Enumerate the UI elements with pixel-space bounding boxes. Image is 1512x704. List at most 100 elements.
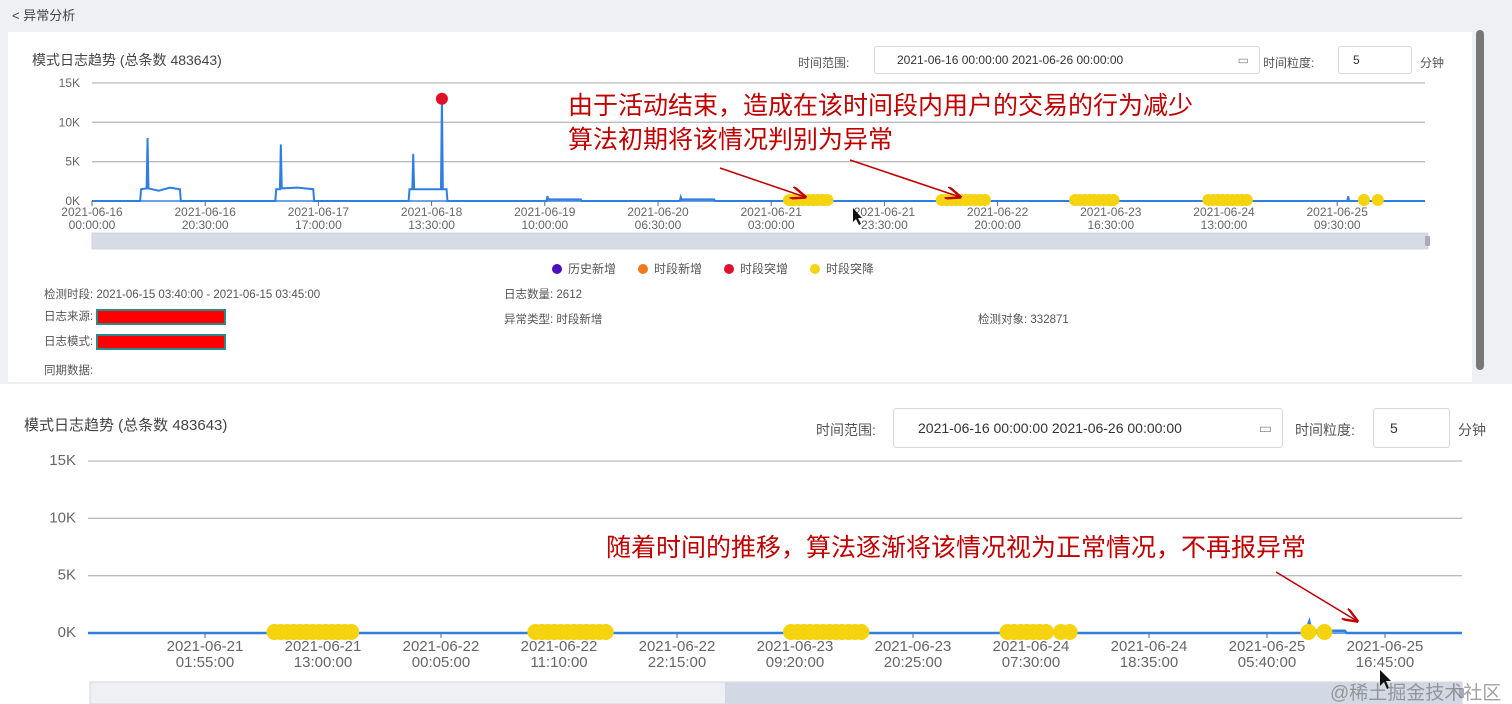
zoom-handle-icon [1459, 688, 1464, 698]
x-tick-label: 20:00:00 [974, 218, 1021, 232]
legend-label: 时段突降 [826, 262, 875, 276]
annotation-line-1: 由于活动结束，造成在该时间段内用户的交易的行为减少 [568, 92, 1194, 120]
bottom-trend-panel: 模式日志趋势 (总条数 483643) 时间范围: 2021-06-16 00:… [0, 384, 1512, 704]
x-tick-label: 2021-06-22 [967, 205, 1029, 219]
detect-target: 检测对象: 332871 [978, 311, 1069, 327]
series-line [92, 98, 1425, 202]
x-tick-label: 13:00:00 [294, 654, 352, 671]
legend-item-period-new[interactable]: 时段新增 [638, 260, 702, 277]
y-tick-label: 15K [49, 452, 76, 469]
legend-label: 时段突增 [740, 262, 789, 276]
granularity-input[interactable]: 5 [1373, 408, 1450, 448]
time-range-input[interactable]: 2021-06-16 00:00:00 2021-06-26 00:00:00 … [893, 408, 1283, 448]
drop-marker [1037, 624, 1054, 640]
drop-marker [343, 624, 360, 640]
x-tick-label: 22:15:00 [648, 654, 706, 671]
x-tick-label: 20:25:00 [884, 654, 942, 671]
x-tick-label: 2021-06-21 [854, 205, 916, 219]
drop-marker [1107, 194, 1120, 206]
chart-title: 模式日志趋势 (总条数 483643) [24, 417, 228, 434]
time-range-input[interactable]: 2021-06-16 00:00:00 2021-06-26 00:00:00 … [874, 46, 1260, 74]
legend-dot-icon [552, 264, 562, 274]
annotation-arrow [1275, 571, 1357, 621]
detect-period-value: 2021-06-15 03:40:00 - 2021-06-15 03:45:0… [96, 289, 321, 301]
calendar-icon[interactable]: ▭ [1237, 53, 1249, 67]
log-count-label: 日志数量: [504, 289, 554, 301]
x-tick-label: 2021-06-21 [285, 638, 362, 655]
legend-dot-icon [638, 264, 649, 274]
x-tick-label: 17:00:00 [295, 218, 342, 232]
x-tick-label: 00:05:00 [412, 654, 470, 671]
data-zoom-selection [725, 682, 1462, 704]
x-tick-label: 23:30:00 [861, 218, 908, 232]
vertical-scrollbar[interactable] [1476, 30, 1484, 370]
log-count: 日志数量: 2612 [504, 286, 582, 302]
time-range-label: 时间范围: [816, 422, 876, 438]
watermark: @稀土掘金技术社区 [1330, 683, 1502, 704]
drop-marker [821, 194, 834, 206]
redacted-block [96, 308, 227, 325]
granularity-input[interactable]: 5 [1338, 46, 1412, 74]
x-tick-label: 2021-06-18 [401, 205, 463, 219]
x-tick-label: 2021-06-24 [993, 638, 1070, 655]
log-count-value: 2612 [556, 289, 582, 301]
detect-period-label: 检测时段: [44, 289, 94, 301]
legend-item-period-drop[interactable]: 时段突降 [810, 260, 874, 277]
x-tick-label: 13:30:00 [408, 218, 455, 232]
x-tick-label: 2021-06-20 [627, 205, 689, 219]
x-tick-label: 00:00:00 [69, 218, 116, 232]
anomaly-type-label: 异常类型: [504, 314, 554, 326]
legend-label: 时段新增 [654, 262, 703, 276]
legend-item-period-spike[interactable]: 时段突增 [724, 260, 788, 277]
x-tick-label: 09:30:00 [1314, 218, 1361, 232]
time-range-value: 2021-06-16 00:00:00 2021-06-26 00:00:00 [897, 53, 1124, 67]
x-tick-label: 13:00:00 [1201, 218, 1248, 232]
log-source: 日志来源: [44, 308, 227, 325]
calendar-icon[interactable]: ▭ [1258, 419, 1272, 436]
x-tick-label: 2021-06-19 [514, 205, 576, 219]
anomaly-type-value: 时段新增 [556, 314, 603, 326]
granularity-label: 时间粒度: [1263, 56, 1315, 70]
drop-marker [978, 194, 991, 206]
zoom-handle-icon [1425, 236, 1430, 246]
time-range-label: 时间范围: [798, 56, 850, 70]
x-tick-label: 2021-06-22 [521, 638, 598, 655]
x-tick-label: 05:40:00 [1238, 654, 1296, 671]
x-tick-label: 09:20:00 [766, 654, 824, 671]
x-tick-label: 2021-06-22 [403, 638, 480, 655]
y-tick-label: 5K [65, 155, 80, 169]
x-tick-label: 07:30:00 [1002, 654, 1060, 671]
detect-target-value: 332871 [1030, 314, 1069, 326]
x-tick-label: 20:30:00 [182, 218, 229, 232]
x-tick-label: 2021-06-24 [1111, 638, 1188, 655]
x-tick-label: 2021-06-25 [1307, 205, 1369, 219]
x-tick-label: 11:10:00 [530, 654, 587, 671]
x-tick-label: 2021-06-16 [61, 205, 123, 219]
drop-marker [1300, 624, 1317, 640]
legend-item-history-new[interactable]: 历史新增 [552, 260, 616, 277]
y-tick-label: 10K [59, 115, 80, 129]
x-tick-label: 06:30:00 [635, 218, 682, 232]
granularity-unit: 分钟 [1458, 422, 1486, 438]
detect-target-label: 检测对象: [978, 314, 1028, 326]
back-link[interactable]: < 异常分析 [12, 8, 76, 23]
legend-dot-icon [724, 264, 735, 274]
x-tick-label: 2021-06-25 [1347, 638, 1424, 655]
y-tick-label: 0K [58, 624, 76, 641]
granularity-label: 时间粒度: [1295, 422, 1355, 438]
legend-label: 历史新增 [568, 262, 617, 276]
legend-dot-icon [810, 264, 821, 274]
x-tick-label: 2021-06-24 [1193, 205, 1255, 219]
drop-marker [1357, 194, 1370, 206]
chart-legend: 历史新增 时段新增 时段突增 时段突降 [552, 260, 874, 277]
x-tick-label: 2021-06-17 [288, 205, 350, 219]
same-period-label: 同期数据: [44, 365, 94, 377]
x-tick-label: 2021-06-23 [875, 638, 952, 655]
x-tick-label: 03:00:00 [748, 218, 795, 232]
data-zoom-slider [91, 232, 1429, 250]
anomaly-type: 异常类型: 时段新增 [504, 311, 602, 327]
drop-marker [853, 624, 870, 640]
x-tick-label: 2021-06-21 [167, 638, 244, 655]
drop-marker [1061, 624, 1078, 640]
